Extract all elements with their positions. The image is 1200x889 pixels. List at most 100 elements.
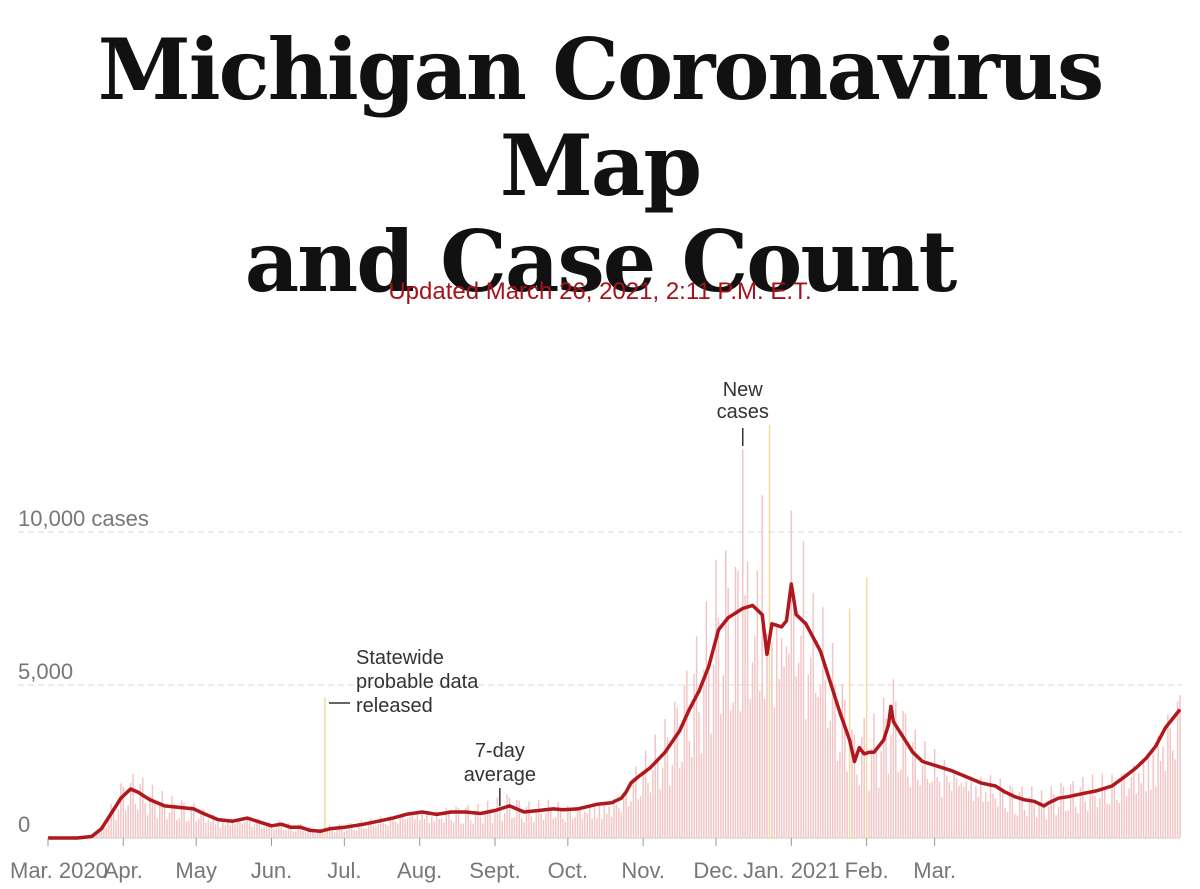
case-bar	[435, 810, 438, 838]
case-bar	[608, 806, 610, 838]
case-bar	[717, 617, 720, 838]
case-bar	[1062, 786, 1065, 838]
case-bar	[710, 733, 712, 838]
case-bar	[625, 789, 627, 838]
case-bar	[892, 679, 895, 838]
case-bar	[810, 657, 812, 838]
case-bar	[759, 690, 761, 838]
case-bar	[875, 747, 878, 838]
case-bar	[822, 607, 824, 838]
case-bar	[880, 750, 882, 838]
case-bar	[146, 815, 149, 838]
case-bar	[273, 829, 275, 838]
case-bar	[200, 814, 202, 838]
case-bar	[1055, 815, 1057, 838]
case-bar	[382, 823, 384, 838]
case-bar	[319, 828, 321, 838]
case-bar	[1108, 804, 1111, 838]
case-bar	[1011, 787, 1014, 838]
case-bar	[224, 824, 227, 838]
case-bar	[239, 821, 241, 838]
case-bar	[207, 819, 210, 838]
case-bar	[827, 728, 829, 838]
case-bar	[841, 684, 844, 838]
case-bar	[1084, 801, 1086, 838]
case-bar	[535, 809, 537, 838]
case-bar	[302, 830, 304, 838]
case-bar	[596, 818, 598, 838]
case-bar	[268, 821, 270, 838]
case-bar	[844, 699, 846, 838]
title-line-2: and Case Count	[244, 212, 958, 311]
case-bar	[669, 785, 671, 838]
case-bar	[1050, 786, 1052, 838]
case-bar	[163, 804, 166, 838]
case-bar	[1157, 735, 1159, 838]
case-bar	[421, 814, 423, 838]
case-bar	[304, 832, 307, 838]
case-bar	[817, 696, 819, 838]
case-bar	[712, 664, 715, 838]
x-tick-label: Nov.	[621, 858, 665, 883]
case-bar	[117, 809, 120, 838]
case-bar	[763, 698, 766, 838]
case-bar	[992, 793, 994, 838]
case-bar	[916, 779, 919, 838]
case-bar	[1179, 695, 1181, 838]
case-bar	[321, 830, 324, 838]
case-bar	[732, 702, 734, 838]
case-bar	[897, 772, 899, 838]
case-bar	[664, 719, 666, 838]
case-bar	[307, 828, 309, 838]
case-bar	[95, 834, 98, 838]
case-bar	[965, 781, 967, 838]
y-tick-label: 5,000	[18, 659, 73, 684]
case-bar	[552, 818, 554, 838]
case-bar	[1147, 755, 1150, 838]
case-bar	[1033, 805, 1035, 838]
case-bar	[715, 559, 717, 838]
case-bar	[185, 821, 188, 838]
page-title: Michigan Coronavirus Map and Case Count	[0, 22, 1200, 310]
case-bar	[139, 783, 142, 838]
x-tick-label: May	[175, 858, 217, 883]
case-bar	[997, 806, 999, 838]
case-bar	[783, 666, 785, 838]
case-bar	[134, 803, 137, 838]
case-bar	[902, 710, 904, 838]
case-bar	[797, 662, 800, 838]
case-bar	[188, 820, 190, 838]
case-bar	[1016, 815, 1018, 838]
case-bar	[980, 776, 982, 838]
case-bar	[103, 825, 105, 838]
case-bar	[700, 753, 703, 838]
case-bar	[929, 782, 931, 838]
case-bar	[506, 794, 508, 838]
case-bar	[246, 819, 248, 838]
case-bar	[1101, 773, 1103, 838]
case-bar	[1145, 791, 1147, 838]
case-bar	[1137, 772, 1140, 838]
case-bar	[244, 822, 246, 838]
case-bar	[853, 734, 856, 838]
case-bar	[193, 803, 195, 838]
case-bar	[642, 772, 644, 838]
case-bar	[1074, 806, 1077, 838]
case-bar	[1171, 750, 1174, 838]
case-bar	[1094, 795, 1096, 838]
case-bar	[336, 829, 338, 838]
case-bar	[586, 813, 589, 838]
case-bar	[656, 762, 659, 838]
case-bar	[846, 771, 848, 838]
case-bar	[1079, 787, 1082, 838]
case-bar	[960, 783, 963, 838]
case-bar	[720, 713, 722, 838]
case-bar	[370, 818, 372, 838]
case-bar	[800, 635, 802, 838]
case-bar	[1174, 759, 1176, 838]
case-bar	[1028, 797, 1031, 838]
case-bar	[785, 646, 788, 838]
case-bar	[963, 786, 965, 838]
case-bar	[533, 822, 535, 838]
case-bar	[1014, 813, 1016, 838]
